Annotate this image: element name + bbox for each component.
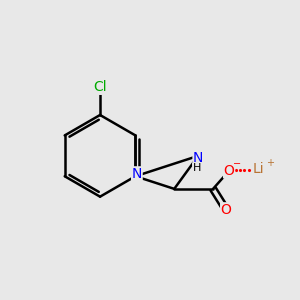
Text: O: O [224,164,235,178]
Text: N: N [193,151,203,165]
Text: Li: Li [252,162,264,176]
Text: O: O [221,203,232,217]
Text: +: + [266,158,274,169]
Text: N: N [132,167,142,181]
Text: H: H [193,163,201,173]
Text: −: − [233,159,241,170]
Text: Cl: Cl [93,80,107,94]
